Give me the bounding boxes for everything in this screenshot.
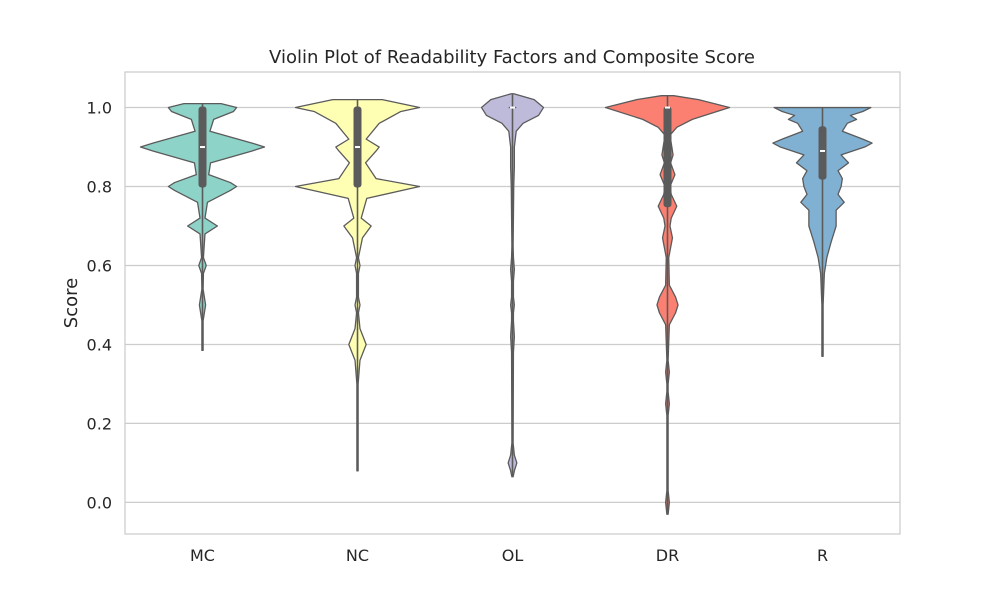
y-tick-label: 0.8 — [87, 178, 112, 197]
violin-r — [772, 106, 873, 357]
x-tick-label: R — [817, 546, 828, 565]
x-tick-label: OL — [502, 546, 524, 565]
x-tick-label: NC — [346, 546, 369, 565]
violin-nc — [294, 98, 421, 472]
y-tick-label: 0.0 — [87, 493, 112, 512]
x-tick-label: DR — [656, 546, 679, 565]
y-tick-labels: 0.0 0.2 0.4 0.6 0.8 1.0 — [87, 99, 112, 513]
x-tick-label: MC — [190, 546, 215, 565]
y-tick-label: 0.2 — [87, 414, 112, 433]
violin-iqr-box — [818, 126, 827, 180]
y-tick-label: 1.0 — [87, 99, 112, 118]
y-tick-label: 0.4 — [87, 335, 112, 354]
violin-ol — [480, 93, 545, 478]
plot-frame — [124, 71, 901, 535]
violin-iqr-box — [663, 106, 672, 208]
x-tick-labels: MC NC OL DR R — [190, 546, 828, 565]
y-axis-title: Score — [61, 278, 82, 328]
chart-title: Violin Plot of Readability Factors and C… — [269, 47, 755, 68]
violin-dr — [604, 95, 731, 515]
violin-mc — [139, 102, 266, 352]
violins — [139, 93, 873, 515]
y-tick-label: 0.6 — [87, 256, 112, 275]
